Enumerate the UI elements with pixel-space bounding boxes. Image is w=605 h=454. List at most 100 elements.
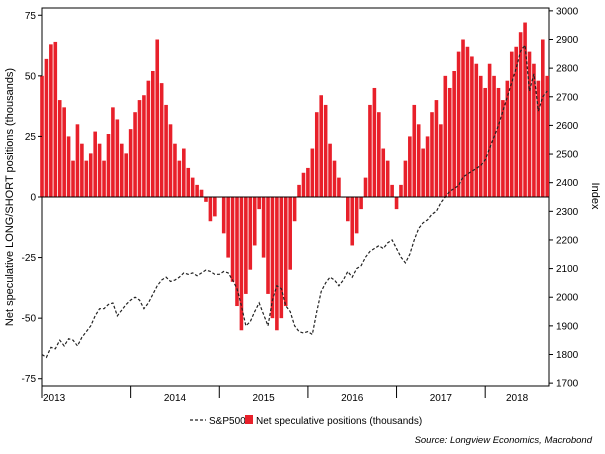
net-position-bar <box>49 44 53 197</box>
net-position-bar <box>57 100 62 197</box>
net-position-bar <box>319 95 323 197</box>
net-position-bar <box>363 177 368 197</box>
net-positions-bars <box>40 22 550 331</box>
net-position-bar <box>377 112 381 197</box>
net-position-bar <box>452 71 456 197</box>
net-position-bar <box>509 51 514 198</box>
right-axis-tick-label: 2800 <box>556 64 579 75</box>
net-position-bar <box>119 143 124 197</box>
net-position-bar <box>408 136 412 197</box>
net-position-bar <box>518 32 523 198</box>
net-position-bar <box>283 197 288 307</box>
right-axis-tick-label: 2600 <box>556 121 579 132</box>
net-position-bar <box>350 197 355 246</box>
right-axis-tick-label: 2700 <box>556 92 579 103</box>
source-note: Source: Longview Economics, Macrobond <box>415 435 593 446</box>
legend-net-positions-swatch <box>245 415 253 424</box>
net-position-bar <box>97 143 102 197</box>
net-position-bar <box>532 63 536 198</box>
net-position-bar <box>190 177 195 197</box>
net-position-bar <box>470 56 474 198</box>
net-position-bar <box>270 197 275 319</box>
net-position-bar <box>425 136 430 197</box>
net-position-bar <box>84 160 89 197</box>
net-position-bar <box>372 87 377 197</box>
net-position-bar <box>199 189 204 197</box>
net-position-bar <box>421 148 425 197</box>
net-position-bar <box>159 83 164 197</box>
x-axis-year-label: 2018 <box>506 393 529 404</box>
net-position-bar <box>390 184 394 197</box>
net-position-bar <box>346 197 350 222</box>
right-axis-tick-label: 2000 <box>556 293 579 304</box>
net-position-bar <box>182 148 186 197</box>
net-position-bar <box>337 177 341 197</box>
net-position-bar <box>496 87 501 197</box>
net-position-bar <box>368 104 372 197</box>
net-position-bar <box>412 104 417 197</box>
net-position-bar <box>545 75 550 197</box>
net-position-bar <box>332 160 337 197</box>
net-position-bar <box>328 143 332 197</box>
net-position-bar <box>102 160 106 197</box>
net-position-bar <box>252 197 257 246</box>
net-position-bar <box>501 100 505 197</box>
net-position-bar <box>261 197 266 258</box>
net-position-bar <box>487 63 492 198</box>
net-position-bar <box>359 197 363 210</box>
net-position-bar <box>168 124 173 197</box>
right-axis-tick-label: 1800 <box>556 350 579 361</box>
right-axis-tick-label: 1900 <box>556 321 579 332</box>
net-position-bar <box>403 160 408 197</box>
net-position-bar <box>186 167 191 197</box>
net-position-bar <box>151 71 155 197</box>
net-position-bar <box>301 172 306 197</box>
net-position-bar <box>239 197 244 331</box>
legend: S&P500 Net speculative positions (thousa… <box>190 415 422 427</box>
net-position-bar <box>430 112 434 197</box>
net-position-bar <box>235 197 239 307</box>
net-position-bar <box>474 63 479 198</box>
left-axis-tick-label: -50 <box>22 314 37 325</box>
net-position-bar <box>505 80 510 197</box>
net-position-bar <box>478 75 483 197</box>
left-axis-title: Net speculative LONG/SHORT positions (th… <box>4 68 16 326</box>
net-position-bar <box>523 22 527 197</box>
net-position-bar <box>173 143 177 197</box>
net-position-bar <box>93 131 97 197</box>
right-axis-tick-label: 2400 <box>556 178 579 189</box>
net-position-bar <box>128 129 133 197</box>
left-axis-tick-label: -75 <box>22 374 37 385</box>
net-position-bar <box>416 124 421 197</box>
net-position-bar <box>292 197 297 222</box>
right-axis-tick-label: 2300 <box>556 207 579 218</box>
net-position-bar <box>266 197 270 294</box>
net-position-bar <box>75 124 80 197</box>
x-axis-year-label: 2015 <box>252 393 275 404</box>
left-axis-tick-label: -25 <box>22 253 37 264</box>
right-axis-tick-label: 2900 <box>556 35 579 46</box>
net-position-bar <box>461 39 465 197</box>
net-position-bar <box>155 39 160 197</box>
left-axis-tick-label: 25 <box>25 132 37 143</box>
left-axis: 75 50 25 0 -25 -50 -75 <box>22 11 42 385</box>
right-axis-tick-label: 2100 <box>556 264 579 275</box>
left-axis-tick-label: 0 <box>30 193 36 204</box>
net-position-bar <box>257 197 261 210</box>
right-axis: 3000 2900 2800 2700 2600 2500 2400 2300 2200 2100… <box>549 6 579 390</box>
net-position-bar <box>177 160 182 197</box>
net-position-bar <box>115 119 120 197</box>
net-position-bar <box>106 134 111 197</box>
net-position-bar <box>230 197 235 282</box>
net-position-bar <box>111 107 115 197</box>
net-position-bar <box>53 41 58 197</box>
net-position-bar <box>439 124 443 197</box>
net-position-bar <box>137 100 142 197</box>
net-position-bar <box>297 184 301 197</box>
x-axis-year-label: 2017 <box>430 393 453 404</box>
net-position-bar <box>124 153 128 197</box>
net-position-bar <box>443 75 448 197</box>
net-position-bar <box>62 107 66 197</box>
